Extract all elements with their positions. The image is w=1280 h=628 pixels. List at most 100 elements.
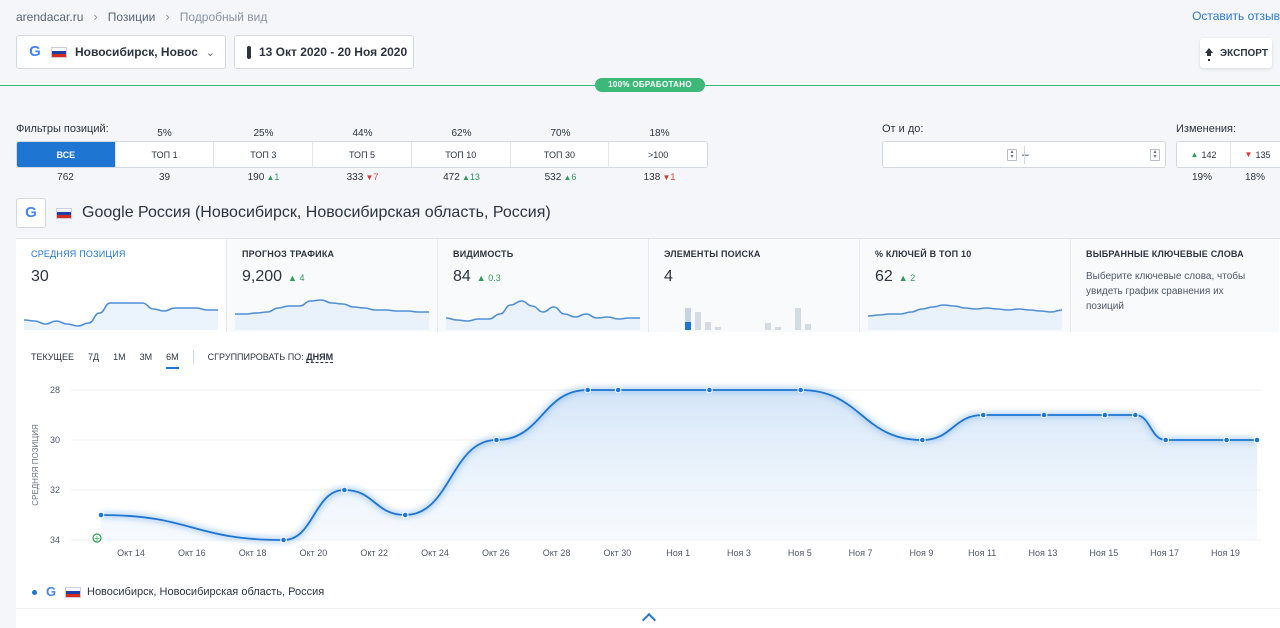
x-tick-label: Ноя 7 xyxy=(849,548,873,558)
x-tick-label: Ноя 11 xyxy=(968,548,996,558)
metric-card[interactable]: ВЫБРАННЫЕ КЛЮЧЕВЫЕ СЛОВА Выберите ключевы… xyxy=(1071,239,1279,332)
chart-panel: ТЕКУЩЕЕ 7Д 1М 3М 6М СГРУППИРОВАТЬ ПО: ДНЯМ 28… xyxy=(16,332,1280,628)
sparkline-bar xyxy=(695,312,701,330)
russia-flag-icon xyxy=(51,46,67,58)
metric-sparkline xyxy=(24,302,218,330)
metric-value: 62 xyxy=(875,268,893,285)
sparkline-area xyxy=(235,300,429,330)
engine-header: G Google Россия (Новосибирск, Новосибирс… xyxy=(16,198,551,228)
period-option[interactable]: 7Д xyxy=(88,352,100,362)
metric-delta-value: 2 xyxy=(910,273,916,283)
range-divider xyxy=(1024,146,1025,164)
metric-title: ЭЛЕМЕНТЫ ПОИСКА xyxy=(664,249,761,259)
filters-title: Фильтры позиций: xyxy=(16,123,109,135)
arrow-up-icon: ▲ xyxy=(264,173,275,182)
sparkline-bar-highlight xyxy=(685,322,691,330)
metric-card[interactable]: ПРОГНОЗ ТРАФИКА 9,200 ▲ 4 xyxy=(227,239,438,332)
filter-segment[interactable]: ТОП 1 xyxy=(116,142,215,167)
chart-point[interactable] xyxy=(614,386,622,394)
range-input-group: ▴ ▾ – ▴ ▾ xyxy=(882,141,1166,168)
filter-count: 532 ▲6 xyxy=(511,172,610,183)
filter-count: 333 ▼7 xyxy=(313,172,412,183)
filter-segment[interactable]: ТОП 5 xyxy=(313,142,412,167)
metric-value: 84 xyxy=(453,268,471,285)
range-from-spinner[interactable]: ▴ ▾ xyxy=(1007,149,1017,161)
metric-title: ВЫБРАННЫЕ КЛЮЧЕВЫЕ СЛОВА xyxy=(1086,249,1244,259)
google-icon: G xyxy=(45,584,57,599)
filter-label: ВСЕ xyxy=(56,149,76,160)
filter-segment[interactable]: ТОП 3 xyxy=(214,142,314,167)
filter-count-value: 472 xyxy=(443,172,460,183)
chart-point[interactable] xyxy=(97,511,105,519)
chart-point[interactable] xyxy=(979,411,987,419)
metric-cards: СРЕДНЯЯ ПОЗИЦИЯ 30 ПРОГНОЗ ТРАФИКА 9,200 ▲ 4… xyxy=(16,238,1280,332)
chart-point[interactable] xyxy=(401,511,409,519)
filter-segment[interactable]: >100 xyxy=(609,142,707,167)
y-tick-label: 32 xyxy=(50,485,60,495)
chart-point[interactable] xyxy=(1040,411,1048,419)
date-range-picker[interactable]: 13 Окт 2020 - 20 Ноя 2020 xyxy=(234,35,414,69)
search-engine-select[interactable]: G Новосибирск, Новос... ⌄ xyxy=(16,35,226,69)
chart-point[interactable] xyxy=(1223,436,1230,444)
filter-label: ТОП 5 xyxy=(348,149,376,160)
metric-card[interactable]: СРЕДНЯЯ ПОЗИЦИЯ 30 xyxy=(16,239,227,332)
filter-count-value: 762 xyxy=(57,172,74,183)
filter-segment[interactable]: ВСЕ xyxy=(17,142,116,167)
arrow-up-icon: ▲ xyxy=(1190,150,1199,159)
metric-value-row: 4 xyxy=(664,268,859,286)
chart-point[interactable] xyxy=(1253,436,1261,444)
x-tick-label: Ноя 15 xyxy=(1089,548,1118,558)
period-option[interactable]: ТЕКУЩЕЕ xyxy=(31,352,75,362)
period-option[interactable]: 3М xyxy=(139,352,153,362)
chart-point[interactable] xyxy=(341,486,348,494)
chart-point[interactable] xyxy=(706,386,713,394)
chart-point[interactable] xyxy=(1162,436,1170,444)
filter-pct: 62% xyxy=(451,128,472,139)
filter-label: ТОП 30 xyxy=(543,149,575,160)
chart-point[interactable] xyxy=(1132,411,1139,419)
metric-value-row: 9,200 ▲ 4 xyxy=(242,268,437,286)
export-button[interactable]: ЭКСПОРТ xyxy=(1200,38,1272,68)
sparkline-line xyxy=(868,304,1062,317)
filter-pct: 25% xyxy=(253,128,274,139)
chart-point[interactable] xyxy=(919,436,926,444)
filter-segment[interactable]: ТОП 30 xyxy=(511,142,610,167)
period-option[interactable]: 6М xyxy=(166,352,179,369)
chart-point[interactable] xyxy=(584,386,592,394)
breadcrumb-site[interactable]: arendacar.ru xyxy=(16,9,84,24)
calendar-icon xyxy=(247,45,251,59)
chart-point[interactable] xyxy=(1101,411,1109,419)
google-logo-box: G xyxy=(16,198,46,228)
group-by-select[interactable]: ДНЯМ xyxy=(306,352,334,363)
arrow-down-icon: ▼ xyxy=(363,173,374,182)
period-option[interactable]: 1М xyxy=(113,352,126,362)
chart-point[interactable] xyxy=(797,386,804,394)
filter-label: >100 xyxy=(648,149,669,160)
metric-card[interactable]: ВИДИМОСТЬ 84 ▲ 0.3 xyxy=(438,239,649,332)
metric-card[interactable]: ЭЛЕМЕНТЫ ПОИСКА 4 xyxy=(649,239,860,332)
arrow-down-icon: ▼ xyxy=(1244,150,1253,159)
x-tick-label: Окт 22 xyxy=(360,548,388,558)
filter-pct: 70% xyxy=(550,128,571,139)
range-to-spinner[interactable]: ▴ ▾ xyxy=(1150,149,1160,161)
breadcrumb-positions[interactable]: Позиции xyxy=(107,9,156,24)
filter-segment[interactable]: ТОП 10 xyxy=(412,142,511,167)
russia-flag-icon xyxy=(56,207,72,219)
google-icon: G xyxy=(25,204,37,221)
engine-title: Google Россия (Новосибирск, Новосибирска… xyxy=(82,204,551,221)
feedback-link[interactable]: Оставить отзыв xyxy=(1192,9,1280,23)
filter-delta: 1 xyxy=(274,172,280,182)
filter-count-value: 532 xyxy=(544,172,562,183)
y-tick-label: 30 xyxy=(50,435,60,445)
changes-down-filter[interactable]: ▼ 135 xyxy=(1231,142,1280,167)
filter-count-value: 190 xyxy=(247,172,265,183)
changes-filter: ▲ 142 ▼ 135 xyxy=(1176,141,1280,168)
chart-line xyxy=(100,389,1257,541)
chart-footer-divider xyxy=(16,608,1280,609)
metric-card[interactable]: % КЛЮЧЕЙ В ТОП 10 62 ▲ 2 xyxy=(860,239,1071,332)
chart-point[interactable] xyxy=(493,436,500,444)
legend-label[interactable]: Новосибирск, Новосибирская область, Росс… xyxy=(87,586,325,598)
chart-point[interactable] xyxy=(280,536,287,544)
changes-up-filter[interactable]: ▲ 142 xyxy=(1177,142,1231,167)
breadcrumb-current: Подробный вид xyxy=(179,9,268,24)
